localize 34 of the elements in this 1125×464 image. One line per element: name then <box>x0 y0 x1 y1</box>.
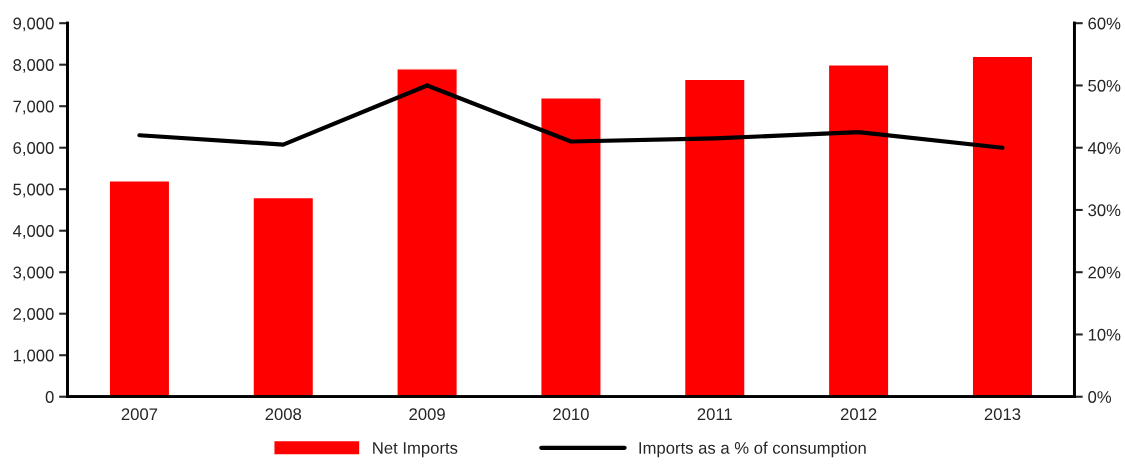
y-tick-label: 9,000 <box>13 17 54 32</box>
y2-tick-label: 40% <box>1087 142 1121 154</box>
y-tick-label: 8,000 <box>13 59 54 73</box>
x-tick-label: 2009 <box>409 408 445 421</box>
y2-tick-label: 10% <box>1088 328 1121 341</box>
x-tick-label: 2010 <box>553 408 589 421</box>
bar <box>683 78 746 397</box>
bar <box>108 180 171 397</box>
y-tick-label: 3,000 <box>13 266 54 281</box>
y-tick-label: 7,000 <box>13 100 54 115</box>
y-tick-label: 0 <box>45 391 54 403</box>
line-series <box>137 83 1005 150</box>
bar <box>971 55 1034 397</box>
y2-tick-label: 50% <box>1088 79 1121 92</box>
y-tick-label: 4,000 <box>12 225 54 239</box>
legend-label: Net Imports <box>373 442 458 458</box>
x-tick-label: 2007 <box>121 408 158 421</box>
legend-label: Imports as a % of consumption <box>639 441 866 458</box>
x-tick-label: 2008 <box>265 408 302 421</box>
y-tick-label: 5,000 <box>13 183 54 198</box>
y2-tick-label: 60% <box>1088 17 1121 30</box>
y2-tick-label: 20% <box>1088 266 1121 279</box>
y-tick-label: 6,000 <box>13 142 54 156</box>
y-tick-label: 1,000 <box>13 349 54 364</box>
x-tick-label: 2012 <box>840 408 877 421</box>
y2-tick-label: 30% <box>1088 204 1121 217</box>
x-tick-label: 2011 <box>697 408 732 421</box>
y2-tick-label: 0% <box>1088 391 1112 403</box>
x-tick-label: 2013 <box>984 408 1021 421</box>
bar <box>252 196 315 397</box>
y-tick-label: 2,000 <box>13 308 54 322</box>
bar <box>540 97 602 397</box>
bar <box>396 68 458 397</box>
bar <box>827 64 890 397</box>
